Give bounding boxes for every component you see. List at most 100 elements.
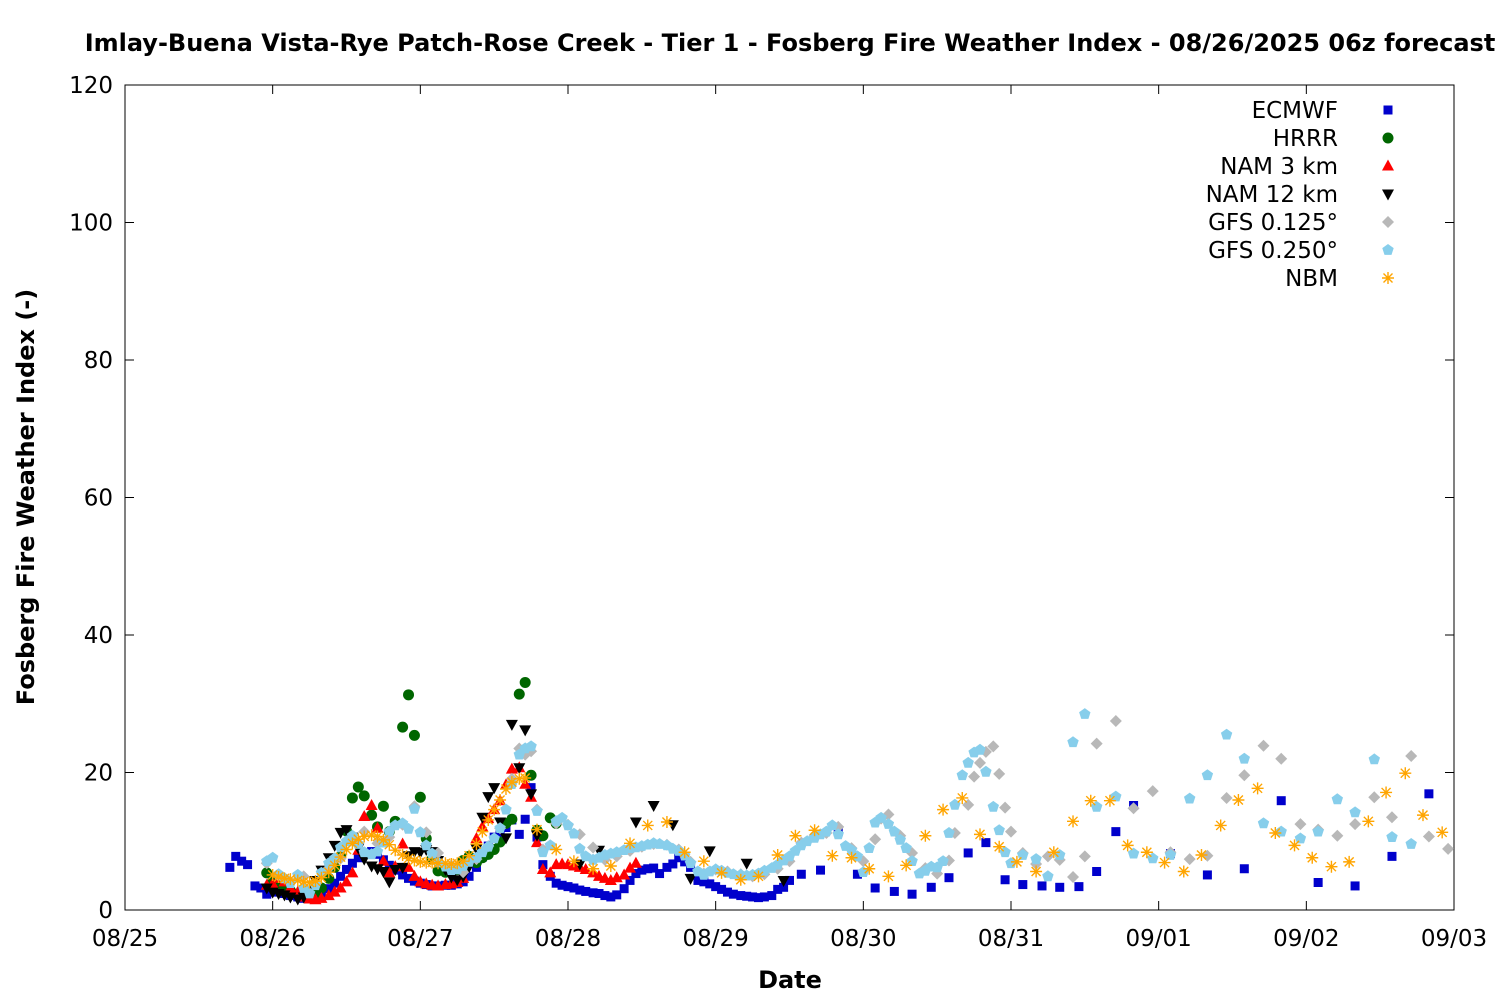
data-point	[1399, 767, 1412, 780]
data-point	[728, 889, 738, 899]
data-point	[377, 833, 390, 846]
data-point	[1238, 752, 1250, 764]
data-point	[826, 819, 838, 831]
x-axis-label: Date	[758, 966, 822, 994]
data-point	[1331, 829, 1344, 842]
data-point	[1239, 864, 1249, 874]
legend-label: NAM 12 km	[1206, 182, 1338, 208]
legend-marker	[1382, 272, 1394, 284]
data-point	[717, 884, 727, 894]
data-point	[655, 869, 665, 879]
data-point	[464, 871, 474, 881]
data-point	[937, 855, 949, 866]
data-point	[693, 875, 703, 885]
data-point	[1306, 851, 1319, 864]
data-point	[968, 770, 981, 783]
data-point	[432, 857, 445, 870]
data-point	[870, 883, 880, 893]
data-point	[1220, 728, 1233, 740]
data-point	[1067, 736, 1079, 748]
data-point	[476, 812, 489, 824]
data-point	[365, 799, 378, 810]
data-point	[771, 849, 784, 861]
data-point	[662, 862, 672, 872]
data-point	[1288, 839, 1301, 852]
data-point	[1005, 825, 1017, 838]
data-point	[513, 763, 526, 775]
x-tick-label: 09/02	[1273, 926, 1339, 952]
data-point	[643, 864, 653, 874]
data-point	[612, 890, 622, 900]
data-point	[587, 862, 600, 875]
data-point	[752, 870, 765, 883]
data-point	[962, 756, 974, 768]
data-point	[1184, 792, 1196, 804]
legend-marker	[1382, 216, 1394, 228]
data-layer	[225, 676, 1455, 906]
data-point	[358, 854, 371, 866]
data-point	[499, 833, 512, 845]
data-point	[773, 884, 783, 894]
data-point	[328, 859, 341, 872]
data-point	[711, 882, 721, 892]
data-point	[579, 862, 592, 874]
data-point	[759, 892, 769, 902]
data-point	[748, 892, 758, 902]
data-point	[1018, 880, 1028, 890]
data-point	[557, 880, 567, 890]
data-point	[237, 856, 247, 866]
data-point	[1201, 769, 1214, 781]
data-point	[1164, 849, 1177, 860]
data-point	[1010, 855, 1023, 868]
data-point	[973, 828, 986, 841]
data-point	[346, 792, 358, 804]
data-point	[906, 855, 918, 866]
data-point	[889, 886, 899, 896]
data-point	[451, 857, 464, 870]
data-point	[1275, 825, 1287, 837]
y-tick-label: 100	[69, 211, 113, 237]
data-point	[315, 871, 328, 884]
data-point	[919, 829, 932, 842]
data-point	[1368, 753, 1380, 765]
data-point	[1121, 839, 1134, 852]
y-tick-label: 60	[84, 486, 113, 512]
data-point	[284, 873, 297, 886]
data-point	[1350, 881, 1360, 891]
legend-label: NBM	[1285, 266, 1338, 292]
data-point	[500, 803, 512, 815]
legend-marker	[1382, 189, 1394, 201]
data-point	[470, 838, 483, 850]
data-point	[875, 811, 887, 823]
data-point	[1005, 857, 1017, 869]
data-point	[243, 860, 253, 870]
data-point	[402, 860, 415, 872]
data-point	[581, 886, 591, 896]
data-point	[767, 891, 777, 901]
data-point	[482, 792, 495, 804]
data-point	[260, 883, 273, 895]
y-tick-label: 0	[98, 898, 113, 924]
data-point	[322, 866, 335, 879]
data-point	[981, 838, 991, 848]
data-point	[649, 863, 659, 873]
axis-ticks: 0 20 40 60 80 100 120 08/25 08/26 08/27 08/28 08/29…	[69, 73, 1487, 952]
data-point	[519, 676, 531, 688]
data-point	[358, 830, 371, 843]
data-point	[291, 874, 304, 887]
data-point	[569, 883, 579, 893]
data-point	[1424, 789, 1434, 799]
data-point	[334, 851, 347, 864]
data-point	[1047, 846, 1060, 859]
data-point	[426, 847, 438, 859]
data-point	[1042, 870, 1054, 882]
data-point	[944, 873, 954, 883]
y-tick-label: 40	[84, 623, 113, 649]
data-point	[1037, 881, 1047, 891]
data-point	[506, 813, 518, 825]
data-point	[397, 721, 409, 733]
data-point	[629, 817, 642, 829]
data-point	[789, 829, 802, 842]
data-point	[715, 866, 728, 879]
data-point	[409, 876, 419, 886]
